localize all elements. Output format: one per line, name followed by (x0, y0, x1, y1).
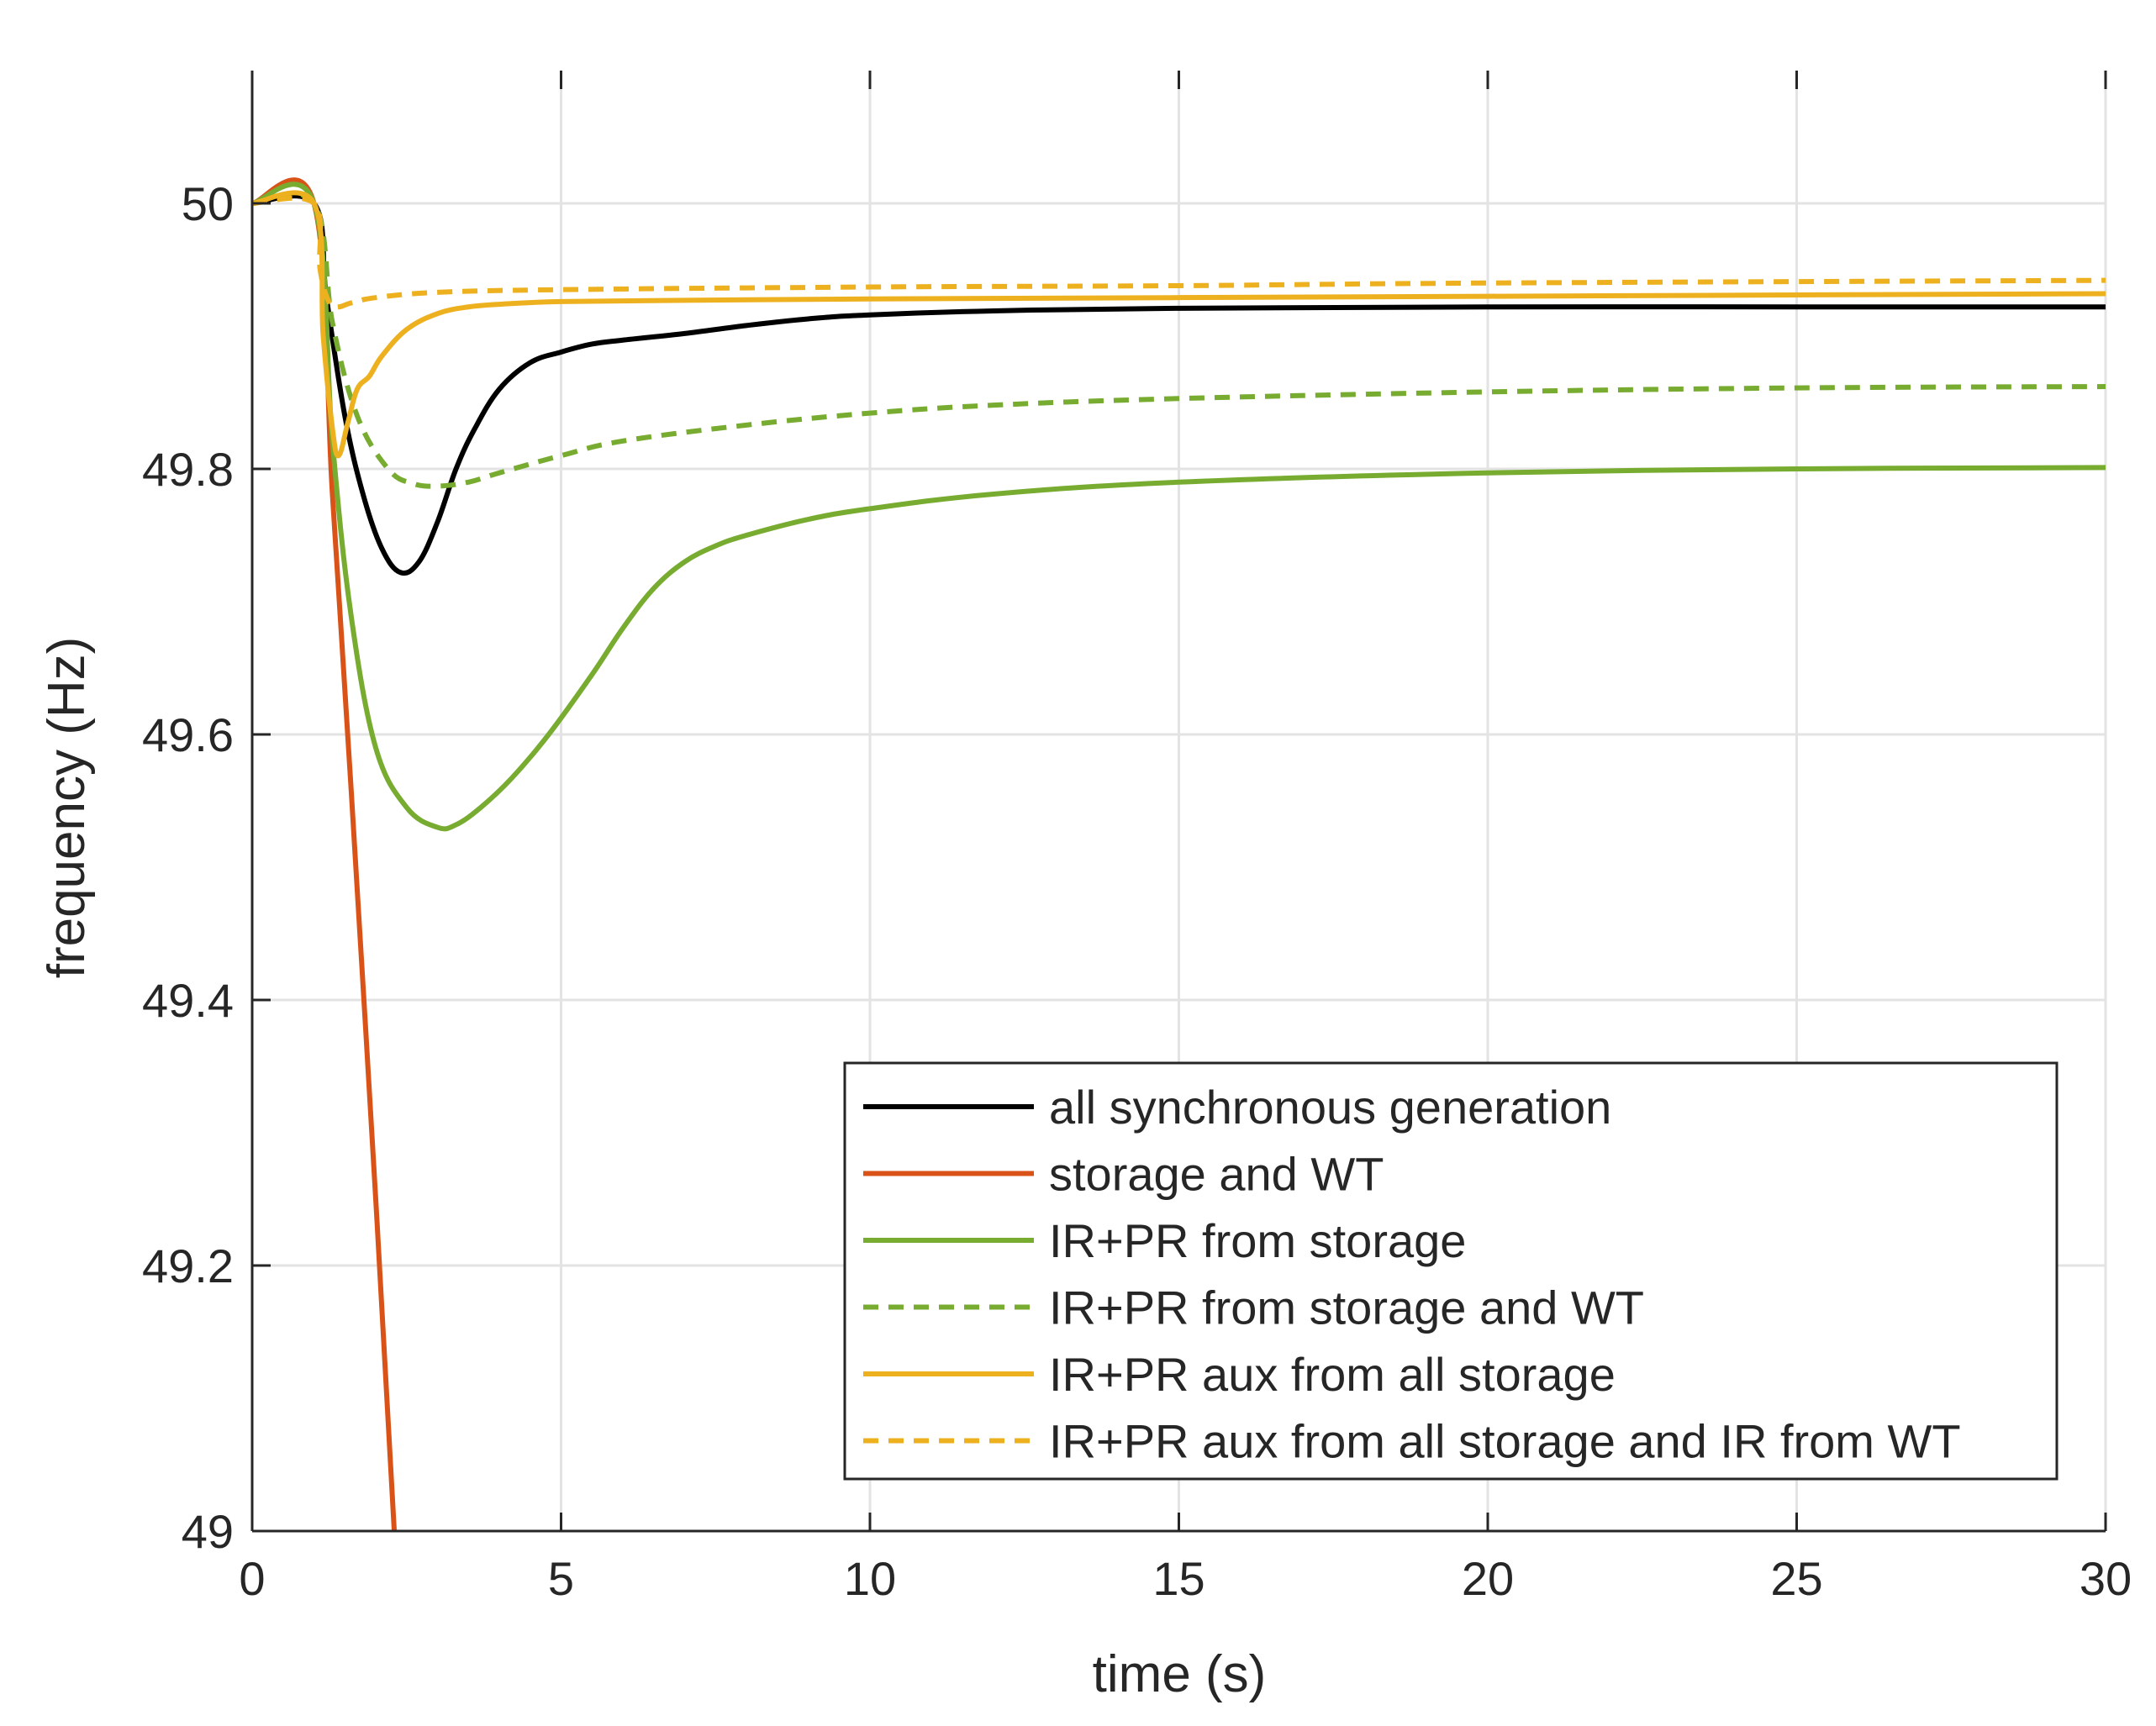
y-tick-label: 49.8 (142, 443, 234, 496)
x-tick-label: 0 (239, 1552, 265, 1605)
ticks: 0 5 10 15 20 25 30 49 49.2 49.4 49.6 49.8 50 (142, 71, 2132, 1605)
legend-label-6: IR+PR aux from all storage and IR from W… (1049, 1415, 1961, 1468)
legend-box (843, 1061, 2058, 1481)
x-tick-label: 5 (548, 1552, 574, 1605)
y-axis-label: frequency (Hz) (38, 637, 96, 979)
x-axis-label: time (s) (1093, 1645, 1267, 1703)
series-line-6 (252, 195, 2106, 310)
series-group (252, 177, 2106, 1531)
x-tick-label: 30 (2080, 1552, 2132, 1605)
series-line-4 (252, 191, 2106, 489)
legend-label-5: IR+PR aux from all storage (1049, 1348, 1616, 1401)
x-tick-label: 15 (1152, 1552, 1205, 1605)
series-line-1 (252, 193, 2106, 576)
series-line-5 (252, 190, 2106, 459)
legend-label-3: IR+PR from storage (1049, 1214, 1466, 1267)
y-tick-label: 49.6 (142, 708, 234, 761)
y-tick-label: 49.2 (142, 1239, 234, 1292)
x-tick-label: 25 (1770, 1552, 1822, 1605)
x-tick-label: 20 (1462, 1552, 1514, 1605)
y-tick-label: 50 (182, 177, 234, 230)
legend-label-4: IR+PR from storage and WT (1049, 1281, 1644, 1334)
legend-label-1: all synchronous generation (1049, 1081, 1611, 1134)
legend-label-2: storage and WT (1049, 1148, 1384, 1201)
legend: all synchronous generation storage and WT… (843, 1061, 2058, 1481)
y-tick-label: 49 (182, 1505, 234, 1558)
y-tick-label: 49.4 (142, 974, 234, 1027)
series-line-3 (252, 182, 2106, 832)
x-tick-label: 10 (844, 1552, 896, 1605)
